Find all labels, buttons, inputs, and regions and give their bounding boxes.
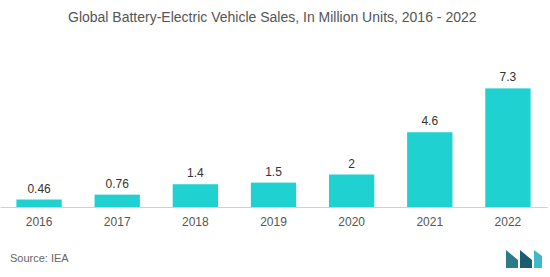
bar — [485, 88, 530, 207]
logo-shape — [506, 250, 518, 268]
x-axis-line — [1, 207, 548, 208]
x-tick: 2022 — [495, 207, 522, 229]
x-tick-label: 2019 — [260, 215, 287, 229]
x-tick-label: 2020 — [338, 215, 365, 229]
data-labels: 0.46 0.76 1.4 1.5 2 4.6 7.3 — [27, 70, 516, 195]
bars — [16, 88, 530, 207]
x-tick: 2020 — [338, 207, 365, 229]
data-label: 1.5 — [265, 165, 282, 179]
logo — [506, 250, 542, 268]
data-label: 1.4 — [187, 166, 204, 180]
x-tick: 2016 — [26, 207, 53, 229]
data-label: 7.3 — [500, 70, 517, 84]
source-note: Source: IEA — [10, 252, 69, 264]
chart: Global Battery-Electric Vehicle Sales, I… — [0, 0, 550, 277]
x-axis: 2016 2017 2018 2019 2020 2021 2022 — [1, 207, 548, 229]
bar — [173, 184, 218, 207]
x-tick-label: 2017 — [104, 215, 131, 229]
title: Global Battery-Electric Vehicle Sales, I… — [68, 9, 477, 25]
x-tick: 2021 — [416, 207, 443, 229]
x-tick: 2018 — [182, 207, 209, 229]
bar — [251, 183, 296, 207]
bar — [407, 132, 452, 207]
x-tick-label: 2021 — [416, 215, 443, 229]
logo-shape — [534, 250, 542, 268]
logo-shape — [520, 250, 532, 268]
x-tick-label: 2022 — [495, 215, 522, 229]
x-tick-label: 2018 — [182, 215, 209, 229]
data-label: 0.76 — [106, 177, 130, 191]
bar — [95, 195, 140, 207]
bar — [16, 200, 61, 207]
x-tick-label: 2016 — [26, 215, 53, 229]
data-label: 2 — [348, 157, 355, 171]
bar — [329, 175, 374, 208]
x-tick: 2019 — [260, 207, 287, 229]
data-label: 0.46 — [27, 182, 51, 196]
x-tick: 2017 — [104, 207, 131, 229]
data-label: 4.6 — [421, 114, 438, 128]
